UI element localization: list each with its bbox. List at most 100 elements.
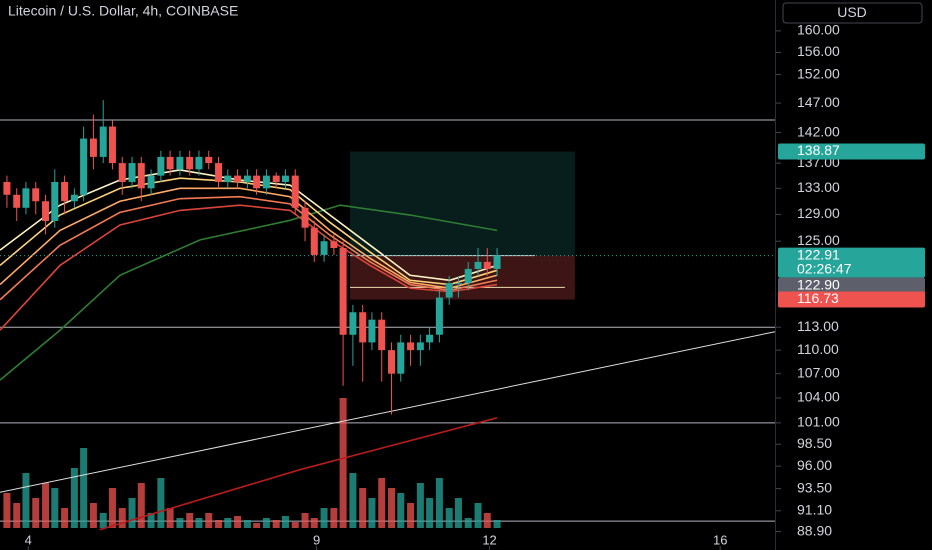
y-tick-label: 88.90 (797, 522, 832, 538)
moving-average (0, 204, 498, 331)
candle-body (22, 188, 30, 208)
target-tag-label: 138.87 (797, 142, 840, 158)
plot-area: 4 9 12 16 (0, 100, 776, 550)
stop-tag (778, 291, 925, 308)
volume-bar (407, 503, 415, 528)
candle-body (32, 188, 40, 202)
candle-body (195, 156, 203, 170)
x-tick-label: 12 (482, 532, 496, 547)
volume-bar (61, 508, 69, 528)
target-tag (778, 143, 925, 160)
y-tick-label: 113.00 (797, 318, 839, 334)
candle-body (320, 241, 328, 255)
y-tick-label: 107.00 (797, 364, 840, 380)
volume-bar (493, 520, 501, 528)
y-tick-label: 147.00 (797, 94, 840, 110)
volume-bar (359, 488, 367, 528)
candle-body (464, 268, 472, 284)
volume-bar (474, 503, 482, 528)
last-price-tag-label: 122.91 (797, 246, 840, 262)
candle-body (435, 297, 443, 335)
volume-bar (464, 518, 472, 528)
volume-bar (70, 468, 78, 528)
volume-bar (435, 478, 443, 528)
candle-body (301, 207, 309, 228)
entry-tag (778, 277, 925, 294)
volume-bar (320, 508, 328, 528)
candle-body (388, 350, 396, 374)
chart-title: Litecoin / U.S. Dollar, 4h, COINBASE (8, 3, 238, 19)
candle-body (349, 312, 357, 335)
candle-body (368, 319, 376, 343)
countdown-label: 02:26:47 (797, 260, 852, 276)
candle-body (272, 175, 280, 182)
stop-zone (350, 255, 575, 300)
candle-body (13, 194, 21, 208)
candle-body (80, 138, 88, 195)
volume-bar (32, 498, 40, 528)
candle-body (483, 261, 491, 269)
candle-body (42, 201, 50, 221)
candle-body (243, 175, 251, 182)
volume-bar (310, 518, 318, 528)
candle-body (281, 175, 289, 182)
candle-body (330, 241, 338, 249)
volume-bar (378, 478, 386, 528)
candle-body (51, 181, 59, 221)
volume-bar (176, 518, 184, 528)
candle-body (89, 138, 97, 157)
volume-bar (301, 513, 309, 528)
volume-bar (368, 498, 376, 528)
volume-bar (89, 503, 97, 528)
candle-body (108, 126, 116, 164)
entry-tag-label: 122.90 (797, 276, 840, 292)
volume-bar (349, 473, 357, 528)
volume-bar (272, 520, 280, 528)
candle-body (339, 248, 347, 335)
y-tick-label: 133.00 (797, 179, 840, 195)
volume-bar (454, 498, 462, 528)
volume-bar (253, 523, 261, 528)
volume-bar (3, 493, 11, 528)
candle-body (70, 194, 78, 202)
candle-body (291, 175, 299, 208)
volume-bar (291, 522, 299, 528)
volume-bar (215, 520, 223, 528)
candle-body (378, 319, 386, 351)
volume-bar (416, 483, 424, 528)
price-axis: 160.00156.00152.00147.00142.00137.00133.… (776, 22, 925, 538)
volume-bar (166, 508, 174, 528)
volume-bar (483, 513, 491, 528)
candle-body (205, 156, 213, 164)
volume-bar (388, 488, 396, 528)
volume-bar (243, 520, 251, 528)
y-tick-label: 98.50 (797, 435, 832, 451)
moving-average (0, 177, 498, 286)
currency-label[interactable]: USD (837, 4, 867, 20)
candle-body (99, 126, 107, 157)
target-zone (350, 151, 575, 256)
y-tick-label: 110.00 (797, 341, 839, 357)
candle-body (253, 175, 261, 189)
volume-bar (195, 518, 203, 528)
currency-button[interactable] (782, 2, 923, 24)
y-tick-label: 160.00 (797, 22, 840, 38)
volume-bar (128, 498, 136, 528)
moving-average (0, 204, 498, 381)
volume-bar (234, 516, 242, 528)
candle-body (128, 163, 136, 182)
volume-bar (157, 478, 165, 528)
y-tick-label: 91.10 (797, 501, 832, 517)
candle-body (166, 156, 174, 170)
y-tick-label: 152.00 (797, 65, 840, 81)
candle-body (147, 175, 155, 189)
y-tick-label: 101.00 (797, 414, 840, 430)
x-tick-label: 9 (313, 532, 320, 547)
volume-bar (108, 488, 116, 528)
volume-bar (330, 508, 338, 528)
y-tick-label: 96.00 (797, 457, 832, 473)
y-tick-label: 129.00 (797, 205, 840, 221)
candle-body (359, 312, 367, 343)
candle-body (445, 283, 453, 298)
candle-body (215, 163, 223, 182)
